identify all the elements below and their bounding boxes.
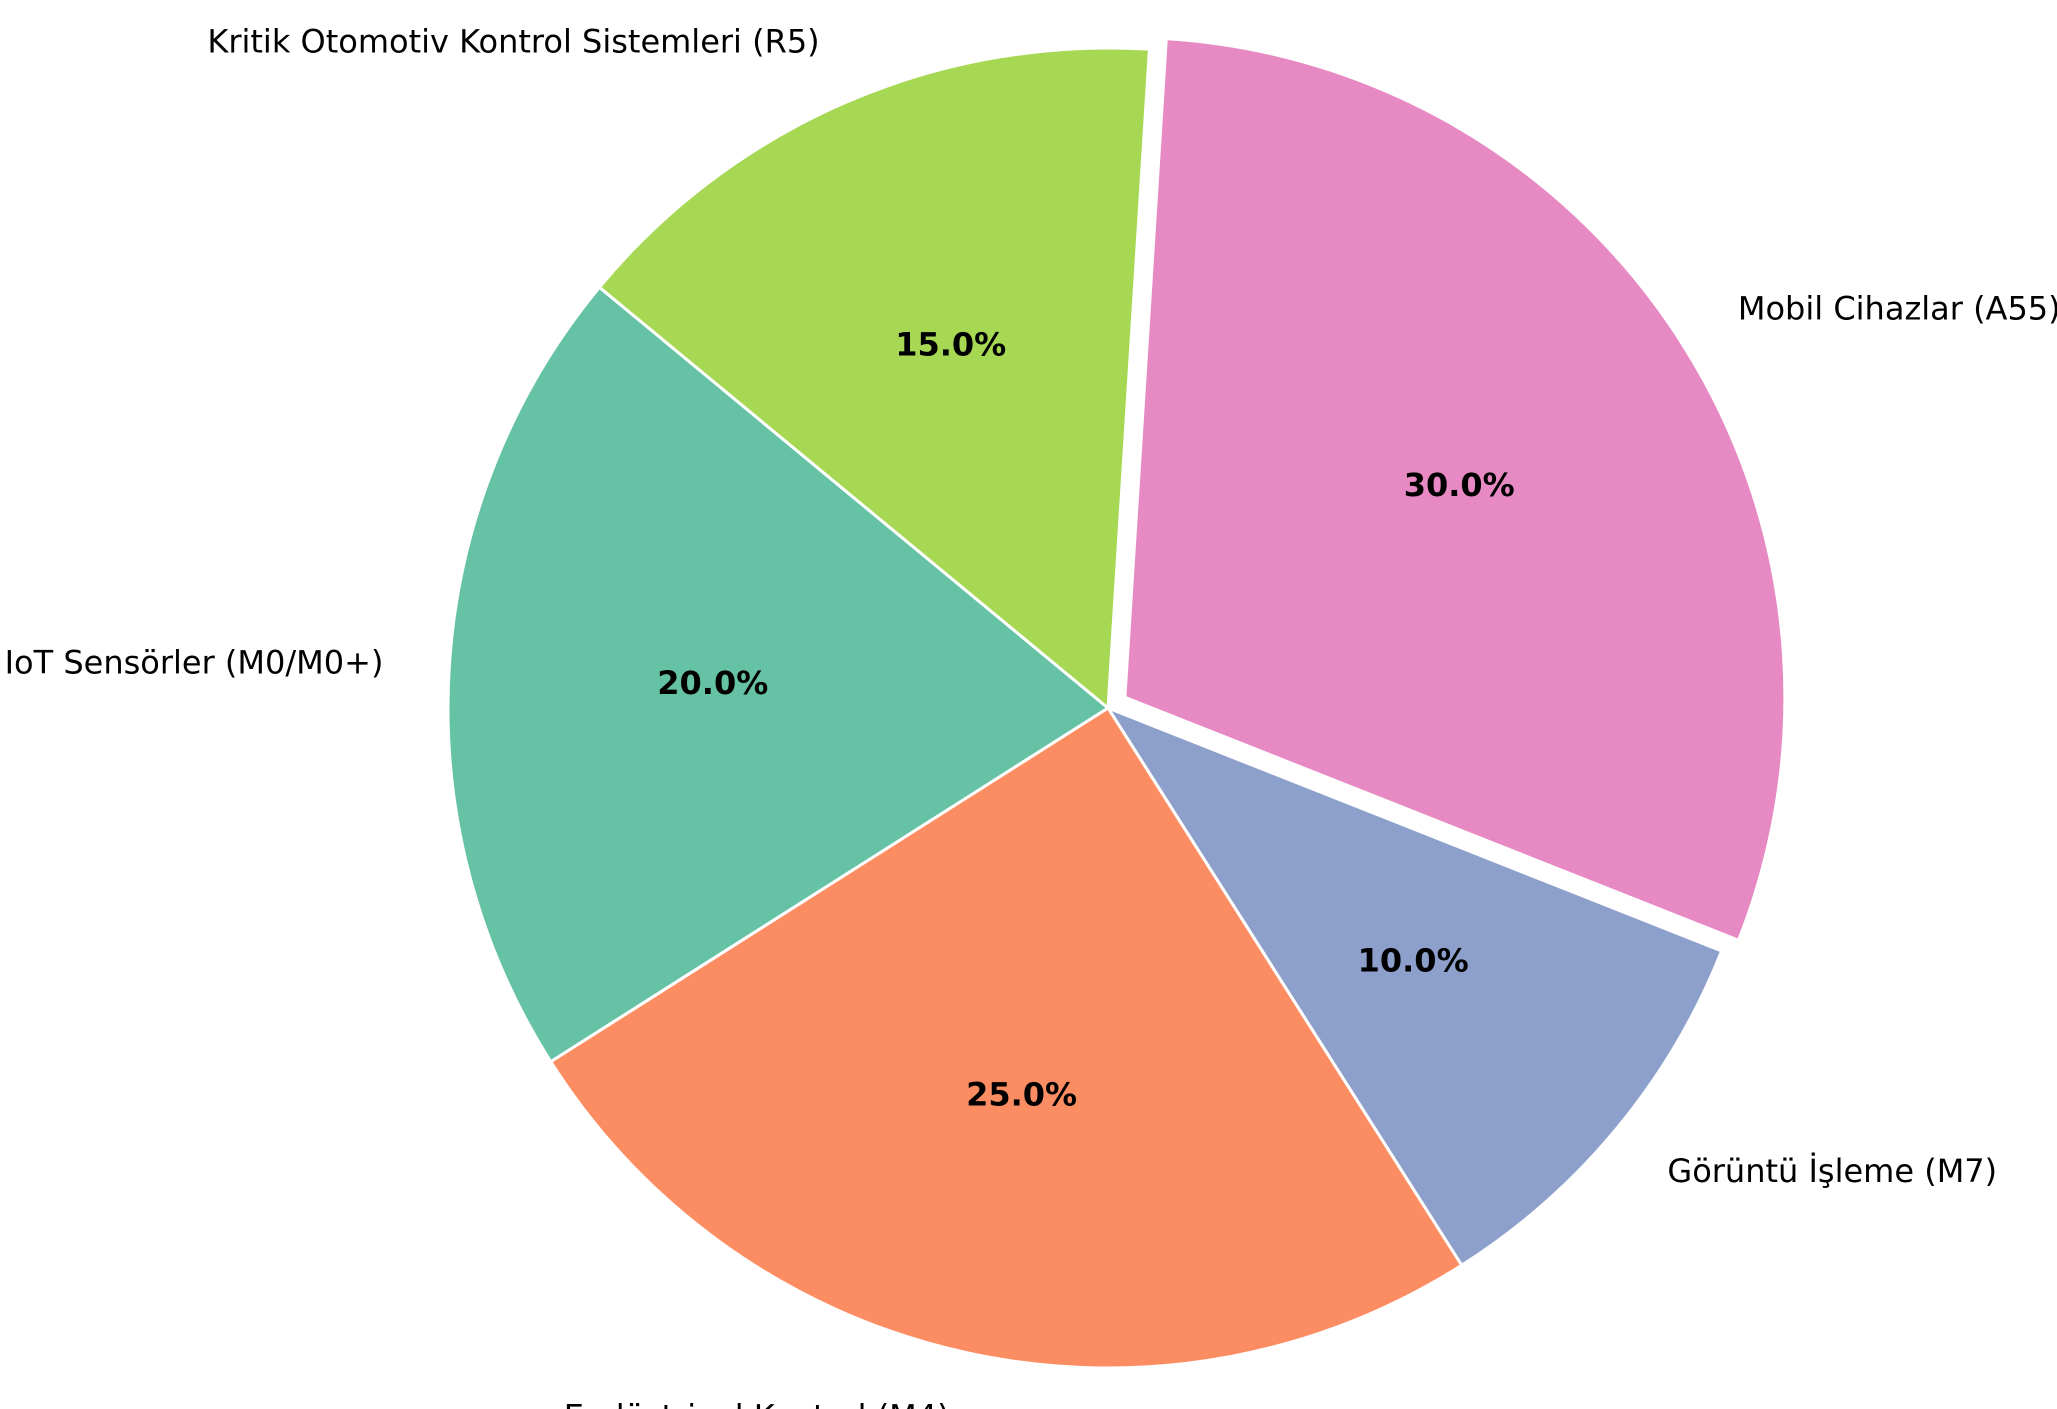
category-label-kritik-otomotiv-kontrol-sistemleri-r5: Kritik Otomotiv Kontrol Sistemleri (R5) — [207, 23, 819, 61]
pie-labels: 30.0% Mobil Cihazlar (A55) 10.0% Görüntü İş… — [5, 23, 2057, 1409]
category-label-mobil-cihazlar-a55: Mobil Cihazlar (A55) — [1738, 289, 2057, 327]
pct-label-endustriyel-kontrol-m4: 25.0% — [966, 1075, 1077, 1113]
category-label-iot-sensorler-m0-m0: IoT Sensörler (M0/M0+) — [5, 643, 384, 681]
pct-label-mobil-cihazlar-a55: 30.0% — [1404, 466, 1515, 504]
pct-label-iot-sensorler-m0-m0: 20.0% — [657, 664, 768, 702]
pie-slice-endustriyel-kontrol-m4 — [549, 706, 1464, 1370]
pct-label-kritik-otomotiv-kontrol-sistemleri-r5: 15.0% — [895, 326, 1006, 364]
pct-label-goruntu-isleme-m7: 10.0% — [1358, 941, 1469, 979]
pie-slice-iot-sensorler-m0-m0 — [446, 285, 1110, 1064]
category-label-endustriyel-kontrol-m4: Endüstriyel Kontrol (M4) — [564, 1398, 950, 1409]
pie-slice-kritik-otomotiv-kontrol-sistemleri-r5 — [597, 46, 1151, 710]
category-label-goruntu-isleme-m7: Görüntü İşleme (M7) — [1667, 1152, 1997, 1190]
pie-slice-mobil-cihazlar-a55 — [1123, 37, 1787, 942]
pie-wedges — [446, 37, 1787, 1370]
pie-slice-goruntu-isleme-m7 — [1106, 706, 1724, 1267]
